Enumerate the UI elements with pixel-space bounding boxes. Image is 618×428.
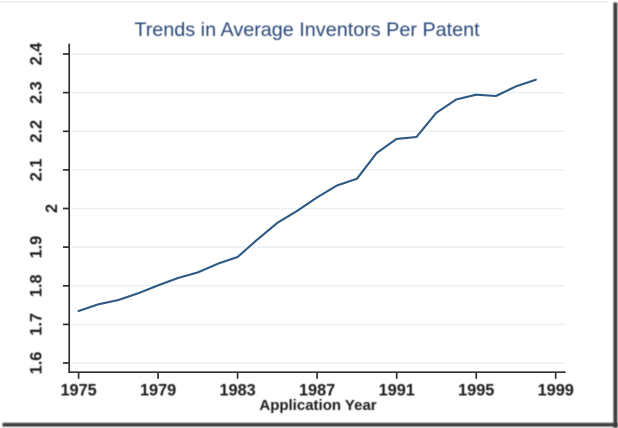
svg-text:1.8: 1.8 — [28, 274, 46, 297]
svg-text:1.7: 1.7 — [28, 313, 46, 336]
svg-text:1999: 1999 — [538, 381, 574, 399]
svg-text:1.9: 1.9 — [28, 236, 46, 259]
svg-text:Application Year: Application Year — [259, 397, 376, 414]
svg-text:1.6: 1.6 — [28, 352, 46, 375]
svg-text:Trends in Average Inventors Pe: Trends in Average Inventors Per Patent — [134, 19, 480, 41]
svg-text:2.2: 2.2 — [28, 120, 46, 143]
svg-text:1975: 1975 — [60, 381, 96, 399]
svg-text:2.1: 2.1 — [28, 159, 46, 182]
svg-text:1995: 1995 — [458, 381, 494, 399]
svg-text:1991: 1991 — [379, 381, 415, 399]
svg-text:2.4: 2.4 — [28, 43, 46, 66]
svg-text:2.3: 2.3 — [28, 81, 46, 104]
svg-text:1987: 1987 — [299, 381, 335, 399]
svg-text:1983: 1983 — [219, 381, 255, 399]
svg-text:1979: 1979 — [140, 381, 176, 399]
svg-text:2: 2 — [43, 204, 61, 213]
